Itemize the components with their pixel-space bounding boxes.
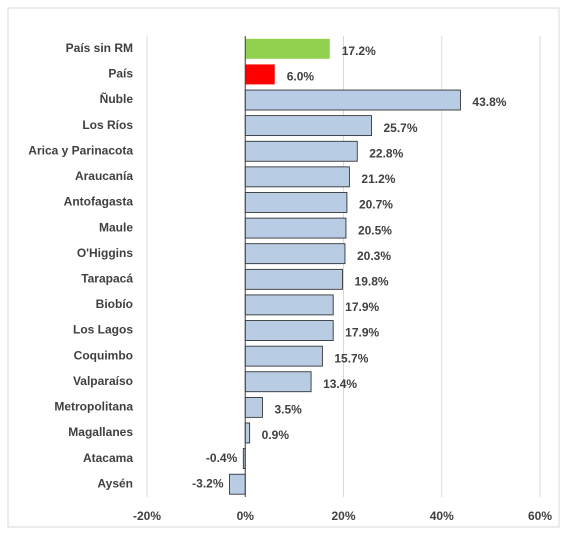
chart-border <box>8 8 559 527</box>
value-label: 20.5% <box>358 223 392 237</box>
y-tick-label: Maule <box>99 220 133 234</box>
y-tick-label: Arica y Parinacota <box>28 143 133 157</box>
value-label: 15.7% <box>334 351 368 365</box>
value-label: 20.3% <box>357 249 391 263</box>
x-tick-label: 20% <box>331 509 355 523</box>
y-tick-label: Araucanía <box>75 169 133 183</box>
y-tick-label: Antofagasta <box>64 195 134 209</box>
value-label: 25.7% <box>384 121 418 135</box>
bar <box>245 295 333 315</box>
bar <box>245 64 274 84</box>
y-tick-label: O'Higgins <box>77 246 134 260</box>
y-tick-label: Aysén <box>97 476 133 490</box>
y-tick-label: Biobío <box>96 297 133 311</box>
bar <box>245 269 342 289</box>
value-label: 17.2% <box>342 44 376 58</box>
y-tick-label: Ñuble <box>100 91 134 106</box>
y-tick-label: Los Lagos <box>73 323 133 337</box>
bar <box>245 141 357 161</box>
y-tick-label: Los Ríos <box>82 118 133 132</box>
value-label: 17.9% <box>345 300 379 314</box>
x-tick-label: 40% <box>430 509 454 523</box>
value-label: 6.0% <box>287 70 315 84</box>
bar <box>245 116 371 136</box>
y-tick-label: Coquimbo <box>74 348 133 362</box>
value-label: 3.5% <box>274 403 302 417</box>
bar <box>245 192 347 212</box>
bar <box>245 372 311 392</box>
value-label: -3.2% <box>192 476 224 490</box>
value-label: 19.8% <box>355 274 389 288</box>
value-label: 13.4% <box>323 377 357 391</box>
y-tick-label: Metropolitana <box>54 400 133 414</box>
bar <box>245 218 346 238</box>
value-label: 20.7% <box>359 198 393 212</box>
value-label: 17.9% <box>345 326 379 340</box>
y-tick-label: Magallanes <box>68 425 133 439</box>
x-tick-label: 60% <box>528 509 552 523</box>
bar <box>245 244 345 264</box>
value-label: -0.4% <box>206 451 238 465</box>
value-label: 21.2% <box>361 172 395 186</box>
y-tick-label: País sin RM <box>66 41 133 55</box>
bar <box>245 167 349 187</box>
y-tick-label: Tarapacá <box>81 271 133 285</box>
x-tick-label: 0% <box>237 509 255 523</box>
y-tick-label: País <box>108 67 133 81</box>
bar <box>245 39 329 59</box>
bar <box>230 474 246 494</box>
bar <box>245 346 322 366</box>
chart: -20% 0% 20% 40% 60% País sin RM 17.2% País 6.0% Ñ… <box>0 0 568 534</box>
bar <box>245 423 249 443</box>
value-label: 0.9% <box>262 428 290 442</box>
y-tick-label: Atacama <box>83 451 133 465</box>
x-tick-label: -20% <box>133 509 161 523</box>
bar <box>245 397 262 417</box>
value-label: 43.8% <box>472 95 506 109</box>
bar <box>245 321 333 341</box>
bar <box>245 90 460 110</box>
value-label: 22.8% <box>369 146 403 160</box>
y-tick-label: Valparaíso <box>73 374 133 388</box>
